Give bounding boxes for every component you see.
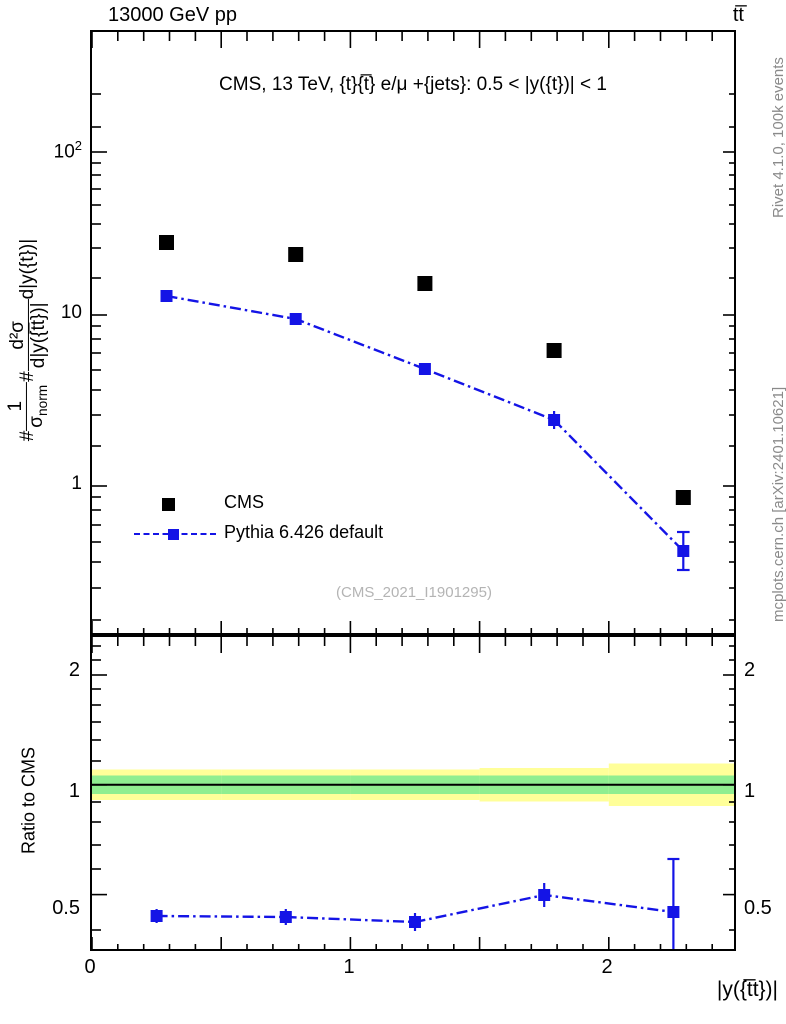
x-tick-label-1: 1	[343, 956, 355, 978]
main-plot-panel: CMS, 13 TeV, {t}{t̅} e/μ +{jets}: 0.5 < …	[90, 30, 736, 635]
ratio-tick-label-1-left: 1	[68, 780, 80, 802]
ratio-plot-panel	[90, 635, 736, 951]
ratio-error-bars	[155, 857, 680, 949]
legend-key-pythia	[132, 519, 218, 545]
ratio-curve-pythia	[156, 893, 674, 924]
x-axis-ticks-top	[92, 32, 714, 48]
y-axis-ticks-right	[723, 93, 734, 621]
data-markers-cms	[159, 235, 691, 505]
y-axis-frac1-num: 1	[5, 381, 27, 431]
x-axis-ticks-bottom	[92, 621, 714, 633]
y-axis-ticks-left	[92, 93, 107, 621]
x-tick-label-2: 2	[601, 956, 613, 978]
sigma-subscript: norm	[34, 384, 50, 416]
ratio-x-ticks-top	[92, 637, 714, 653]
ratio-x-ticks-bottom	[92, 937, 714, 949]
ratio-tick-label-05-right: 0.5	[744, 897, 772, 919]
y-tick-label-100: 102	[53, 138, 82, 163]
ratio-markers	[150, 889, 680, 928]
y-axis-title-hash2: #	[17, 371, 39, 382]
x-axis-title: |y({t̅t})|	[716, 978, 778, 1001]
source-caption: mcplots.cern.ch [arXiv:2401.10621]	[770, 386, 786, 622]
beam-energy-label: 13000 GeV pp	[108, 4, 237, 26]
ratio-tick-label-05-left: 0.5	[52, 897, 80, 919]
legend-item-pythia[interactable]: Pythia 6.426 default	[132, 517, 383, 547]
analysis-id-watermark: (CMS_2021_I1901295)	[336, 584, 492, 601]
ratio-tick-label-1-right: 1	[744, 780, 756, 802]
y-axis-frac1-den: σnorm	[25, 382, 50, 431]
legend: CMS Pythia 6.426 default	[132, 487, 383, 547]
legend-label-cms: CMS	[224, 491, 264, 512]
legend-label-pythia: Pythia 6.426 default	[224, 521, 384, 542]
legend-item-cms[interactable]: CMS	[132, 487, 383, 517]
y-axis-title-hash1: #	[17, 430, 39, 442]
square-marker-icon	[162, 498, 175, 511]
ratio-plot-canvas	[92, 637, 734, 949]
y-axis-title: #1 σnorm # d²σ d|y({t̅t})| d|y({t})|	[5, 170, 50, 510]
generator-caption: Rivet 4.1.0, 100k events	[770, 57, 786, 218]
y-tick-label-10: 10	[60, 302, 82, 323]
ratio-tick-label-2-left: 2	[68, 659, 80, 681]
process-label: tt̅	[732, 4, 744, 26]
y-axis-title-frac1: 1 σnorm	[5, 381, 50, 431]
y-tick-label-1: 1	[71, 473, 82, 494]
x-tick-label-0: 0	[84, 956, 96, 978]
uncertainty-band-inner	[92, 775, 734, 794]
ratio-y-ticks-right	[723, 645, 734, 931]
legend-key-cms	[132, 489, 218, 515]
plot-title: CMS, 13 TeV, {t}{t̅} e/μ +{jets}: 0.5 < …	[219, 74, 607, 95]
ratio-tick-label-2-right: 2	[744, 659, 756, 681]
uncertainty-band-outer	[92, 763, 734, 806]
y-axis-title-tail: d|y({t})|	[17, 238, 39, 300]
square-marker-icon	[168, 529, 179, 540]
ratio-y-ticks-left	[92, 645, 107, 931]
sigma-symbol: σ	[25, 415, 47, 428]
